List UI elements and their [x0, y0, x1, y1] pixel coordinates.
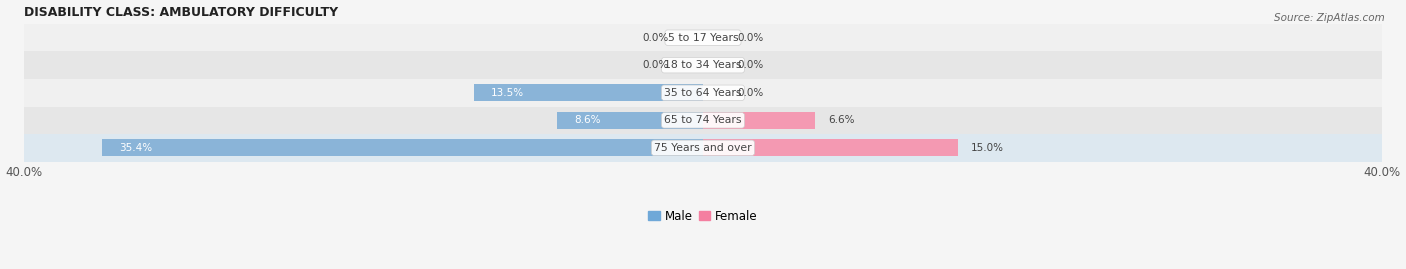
Text: 65 to 74 Years: 65 to 74 Years	[664, 115, 742, 125]
Text: 0.0%: 0.0%	[643, 60, 669, 70]
Text: 18 to 34 Years: 18 to 34 Years	[664, 60, 742, 70]
Bar	[24, 24, 1382, 51]
Text: 6.6%: 6.6%	[828, 115, 855, 125]
Bar	[557, 112, 703, 129]
Text: 5 to 17 Years: 5 to 17 Years	[668, 33, 738, 43]
Text: Source: ZipAtlas.com: Source: ZipAtlas.com	[1274, 13, 1385, 23]
Text: 0.0%: 0.0%	[737, 60, 763, 70]
Text: 35.4%: 35.4%	[120, 143, 152, 153]
Bar	[703, 139, 957, 156]
Bar	[24, 79, 1382, 107]
Text: 35 to 64 Years: 35 to 64 Years	[664, 88, 742, 98]
Text: 13.5%: 13.5%	[491, 88, 524, 98]
Legend: Male, Female: Male, Female	[644, 205, 762, 227]
Text: 0.0%: 0.0%	[737, 88, 763, 98]
Text: 0.0%: 0.0%	[737, 33, 763, 43]
Text: DISABILITY CLASS: AMBULATORY DIFFICULTY: DISABILITY CLASS: AMBULATORY DIFFICULTY	[24, 6, 339, 19]
Bar	[24, 134, 1382, 162]
Bar	[103, 139, 703, 156]
Bar	[24, 107, 1382, 134]
Bar	[24, 51, 1382, 79]
Text: 0.0%: 0.0%	[643, 33, 669, 43]
Bar	[703, 112, 815, 129]
Text: 8.6%: 8.6%	[574, 115, 600, 125]
Bar	[474, 84, 703, 101]
Text: 75 Years and over: 75 Years and over	[654, 143, 752, 153]
Text: 15.0%: 15.0%	[972, 143, 1004, 153]
